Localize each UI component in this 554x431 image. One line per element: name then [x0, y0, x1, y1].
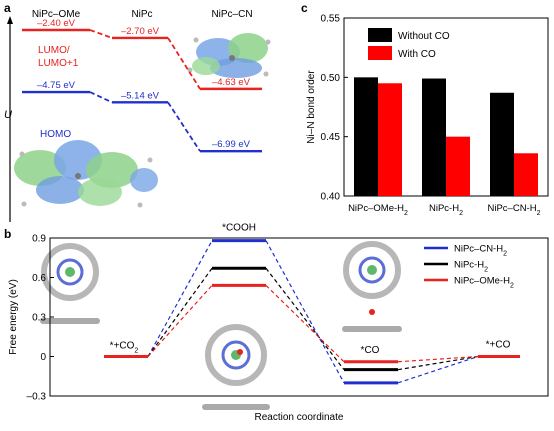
fe-connector-2-1 — [265, 284, 345, 363]
fe-legend-label-1: NiPc-H2 — [454, 260, 488, 274]
panel-b-ytick-label: 0.9 — [32, 234, 46, 245]
homo-level-label-0: –4.75 eV — [37, 80, 76, 91]
legend-swatch-1 — [368, 46, 392, 60]
fe-connector-0-2 — [397, 355, 479, 384]
step-label-0: *+CO2 — [110, 341, 139, 355]
fe-connector-0-0 — [147, 240, 213, 357]
homo-connector-0 — [89, 91, 113, 104]
orbital-lumo-cn-picture — [187, 33, 271, 78]
bar-2-0 — [490, 92, 514, 196]
panel-b-free-energy-chart: –0.3 0 0.3 0.6 0.9 Free energy (eV) Reaction c… — [8, 223, 549, 423]
fe-connector-1-1 — [265, 267, 345, 371]
lumo-connector-1 — [167, 37, 201, 90]
panel-c-category-label: NiPc–OMe-H2 — [348, 203, 408, 217]
fe-connector-1-0 — [147, 267, 213, 357]
molecule-structure-co — [342, 241, 402, 332]
panel-c-bar-chart: 0.40 0.45 0.50 0.55 Ni–N bond order NiPc–OMe-… — [306, 14, 549, 217]
panel-b-ytick-label: 0.3 — [32, 313, 46, 324]
panel-a-energy-diagram: U NiPc–OMe NiPc NiPc–CN LUMO/ LUMO+ — [4, 9, 271, 222]
panel-c-category-label: NiPc-H2 — [429, 203, 463, 217]
step-label-2: *CO — [361, 345, 380, 356]
panel-b-y-label: Free energy (eV) — [8, 279, 19, 355]
panel-c-category-label: NiPc–CN-H2 — [488, 203, 541, 217]
lumo-level-label-1: –2.70 eV — [121, 26, 160, 37]
step-label-1: *COOH — [222, 223, 256, 234]
lumo-connector-0 — [89, 29, 113, 39]
molecule-label-nipc: NiPc — [131, 9, 152, 20]
legend-swatch-0 — [368, 28, 392, 42]
legend-label-0: Without CO — [398, 31, 450, 42]
fe-connector-2-2 — [397, 355, 479, 363]
homo-level-label-1: –5.14 eV — [121, 90, 160, 101]
panel-a-y-label: U — [4, 109, 12, 121]
homo-label: HOMO — [40, 129, 71, 140]
molecule-label-cn: NiPc–CN — [211, 9, 252, 20]
molecule-label-ome: NiPc–OMe — [32, 9, 81, 20]
panel-b-letter: b — [4, 227, 11, 241]
lumo-label-line2: LUMO+1 — [38, 58, 79, 69]
homo-level-label-2: –6.99 eV — [212, 139, 251, 150]
step-label-3: *+CO — [486, 340, 511, 351]
bar-0-0 — [354, 77, 378, 196]
panel-c-letter: c — [301, 1, 308, 15]
panel-c-ytick-label: 0.45 — [321, 132, 341, 143]
panel-c-ytick-label: 0.40 — [321, 192, 341, 203]
panel-a-letter: a — [4, 1, 11, 15]
fe-connector-2-0 — [147, 284, 213, 357]
molecule-structure-ome — [40, 243, 100, 324]
panel-a-axis-arrow — [7, 16, 13, 24]
panel-b-ytick-label: 0 — [40, 352, 46, 363]
lumo-label-line1: LUMO/ — [38, 45, 70, 56]
homo-connector-1 — [167, 101, 201, 152]
legend-label-1: With CO — [398, 49, 436, 60]
lumo-level-label-0: –2.40 eV — [37, 18, 76, 29]
panel-c-y-label: Ni–N bond order — [306, 70, 317, 144]
bar-1-1 — [446, 136, 470, 196]
panel-b-ytick-label: –0.3 — [27, 392, 47, 403]
orbital-homo-picture — [14, 140, 158, 208]
fe-connector-1-2 — [397, 355, 479, 371]
bar-1-0 — [422, 78, 446, 196]
bar-0-1 — [378, 83, 402, 196]
panel-c-ytick-label: 0.50 — [321, 73, 341, 84]
panel-c-ytick-label: 0.55 — [321, 14, 341, 25]
fe-legend-label-2: NiPc–OMe-H2 — [454, 276, 514, 290]
panel-b-ytick-label: 0.6 — [32, 273, 46, 284]
energy-levels: –2.40 eV –2.70 eV –4.63 eV –4.75 eV –5.14 eV… — [22, 18, 262, 153]
lumo-level-label-2: –4.63 eV — [212, 77, 251, 88]
fe-connector-0-1 — [265, 240, 345, 384]
molecule-structure-cooh — [202, 324, 270, 410]
panel-b-x-label: Reaction coordinate — [255, 412, 344, 423]
fe-legend-label-0: NiPc–CN-H2 — [454, 244, 507, 258]
bar-2-1 — [514, 153, 538, 196]
